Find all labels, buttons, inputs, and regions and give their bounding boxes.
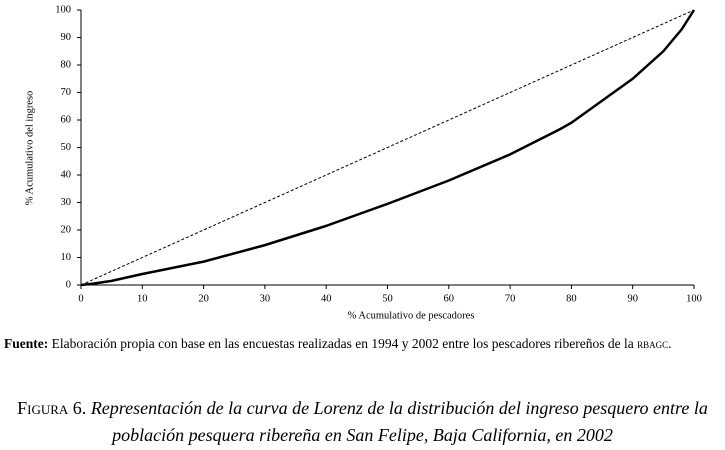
source-label: Fuente: xyxy=(4,336,49,351)
source-text: Elaboración propia con base en las encue… xyxy=(51,336,634,351)
x-tick-label: 0 xyxy=(78,293,83,304)
x-tick-label: 40 xyxy=(321,293,332,304)
y-tick-label: 70 xyxy=(61,87,72,98)
caption-label: Figura 6. xyxy=(17,398,87,418)
x-tick-label: 50 xyxy=(382,293,393,304)
y-tick-label: 100 xyxy=(55,4,71,15)
y-tick-label: 10 xyxy=(61,252,72,263)
x-tick-label: 90 xyxy=(627,293,638,304)
y-tick-label: 50 xyxy=(61,142,72,153)
y-tick-label: 80 xyxy=(61,59,72,70)
x-tick-label: 70 xyxy=(505,293,516,304)
y-tick-label: 40 xyxy=(61,169,72,180)
y-tick-label: 60 xyxy=(61,114,72,125)
x-tick-label: 30 xyxy=(260,293,271,304)
source-abbr: rbagc xyxy=(637,336,669,351)
y-axis-label: % Acumulativo del ingreso xyxy=(24,91,35,206)
y-tick-label: 0 xyxy=(66,279,71,290)
x-tick-label: 80 xyxy=(566,293,577,304)
equality-line xyxy=(80,9,695,286)
caption-text: Representación de la curva de Lorenz de … xyxy=(90,398,708,445)
source-note: Fuente: Elaboración propia con base en l… xyxy=(4,333,722,354)
x-tick-label: 100 xyxy=(686,293,702,304)
lorenz-curve xyxy=(80,9,696,287)
chart: % Acumulativo de pescadores % Acumulativ… xyxy=(24,4,702,321)
x-tick-label: 60 xyxy=(444,293,455,304)
figure-caption: Figura 6. Representación de la curva de … xyxy=(0,395,725,449)
x-tick-label: 20 xyxy=(198,293,209,304)
y-tick-label: 90 xyxy=(61,32,72,43)
source-end: . xyxy=(668,336,672,351)
y-tick-label: 20 xyxy=(61,224,72,235)
x-tick-label: 10 xyxy=(137,293,148,304)
x-axis-label: % Acumulativo de pescadores xyxy=(348,310,475,321)
y-tick-label: 30 xyxy=(61,197,72,208)
